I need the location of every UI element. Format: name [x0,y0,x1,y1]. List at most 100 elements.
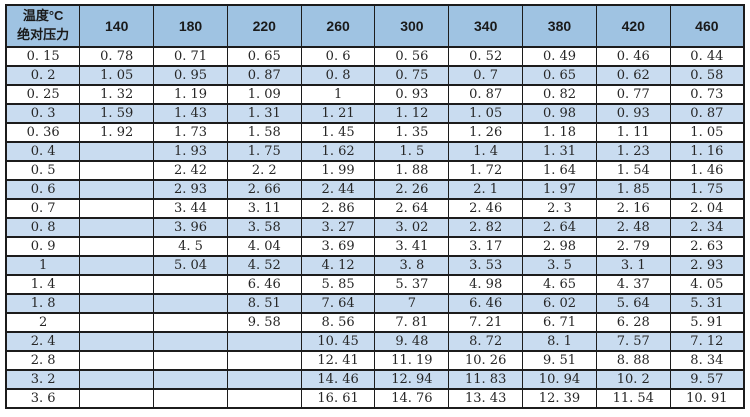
value-cell: 14. 46 [300,369,376,390]
value-cell: 0. 49 [522,46,597,67]
value-cell: 1. 46 [669,160,745,181]
value-cell: 5. 31 [669,293,745,314]
value-cell: 10. 26 [448,350,524,371]
value-cell: 11. 83 [448,369,524,390]
value-cell: 1. 12 [374,103,450,124]
value-cell [79,312,155,333]
value-cell: 1. 45 [300,122,376,143]
value-cell: 2. 3 [522,198,597,219]
value-cell: 2. 93 [153,179,228,200]
value-cell: 0. 87 [448,84,524,105]
value-cell: 8. 51 [226,293,302,314]
value-cell: 1. 93 [153,141,228,162]
value-cell: 0. 8 [300,65,376,86]
table-row: 0. 9 4. 5 4. 04 3. 69 3. 41 3. 17 2. 98 2. 79 2.… [5,236,745,257]
pressure-row-header: 0. 3 [5,103,81,124]
value-cell: 4. 98 [448,274,524,295]
table-header: 温度°C 绝对压力 140 180 220 260 300 340 380 420 460 [5,4,745,48]
pressure-row-header: 0. 25 [5,84,81,105]
value-cell: 8. 88 [595,350,671,371]
pressure-temperature-table: 温度°C 绝对压力 140 180 220 260 300 340 380 420 460 0.… [5,4,745,409]
value-cell: 0. 6 [300,46,376,67]
value-cell [226,388,302,409]
value-cell [79,141,155,162]
value-cell: 1. 88 [374,160,450,181]
value-cell: 12. 94 [374,369,450,390]
table-body: 0. 15 0. 78 0. 71 0. 65 0. 6 0. 56 0. 52 0. 49 0… [5,46,745,409]
value-cell: 8. 72 [448,331,524,352]
value-cell: 3. 02 [374,217,450,238]
value-cell: 9. 51 [522,350,597,371]
value-cell: 7. 21 [448,312,524,333]
value-cell: 3. 5 [522,255,597,276]
value-cell [79,369,155,390]
temperature-column-header: 180 [153,4,228,48]
table-row: 2 9. 58 8. 56 7. 81 7. 21 6. 71 6. 28 5. 91 [5,312,745,333]
value-cell: 5. 85 [300,274,376,295]
value-cell: 1. 92 [79,122,155,143]
value-cell [153,369,228,390]
value-cell: 3. 41 [374,236,450,257]
corner-header-cell: 温度°C 绝对压力 [5,4,81,48]
value-cell: 12. 41 [300,350,376,371]
value-cell: 1. 72 [448,160,524,181]
pressure-row-header: 0. 15 [5,46,81,67]
table-row: 0. 3 1. 59 1. 43 1. 31 1. 21 1. 12 1. 05 0. 98 0… [5,103,745,124]
value-cell [79,350,155,371]
value-cell: 1. 43 [153,103,228,124]
value-cell: 1. 05 [669,122,745,143]
table-row: 0. 25 1. 32 1. 19 1. 09 1 0. 93 0. 87 0. 82 0. 7… [5,84,745,105]
value-cell: 0. 71 [153,46,228,67]
value-cell: 1. 18 [522,122,597,143]
value-cell: 1. 5 [374,141,450,162]
table-row: 0. 6 2. 93 2. 66 2. 44 2. 26 2. 1 1. 97 1. 85 1.… [5,179,745,200]
value-cell: 11. 54 [595,388,671,409]
header-row: 温度°C 绝对压力 140 180 220 260 300 340 380 420 460 [5,4,745,48]
value-cell: 5. 04 [153,255,228,276]
value-cell: 2. 2 [226,160,302,181]
value-cell: 1. 59 [79,103,155,124]
value-cell [79,331,155,352]
value-cell: 3. 27 [300,217,376,238]
value-cell: 0. 52 [448,46,524,67]
value-cell: 1. 05 [79,65,155,86]
value-cell: 1. 35 [374,122,450,143]
value-cell: 0. 93 [595,103,671,124]
value-cell: 3. 17 [448,236,524,257]
corner-header-pressure-label: 绝对压力 [17,27,70,42]
value-cell: 2. 42 [153,160,228,181]
value-cell: 10. 91 [669,388,745,409]
value-cell: 3. 8 [374,255,450,276]
value-cell: 10. 45 [300,331,376,352]
corner-header-temperature-label: 温度°C [22,8,64,24]
value-cell: 2. 64 [374,198,450,219]
value-cell: 8. 56 [300,312,376,333]
temperature-column-header: 460 [669,4,745,48]
value-cell: 4. 52 [226,255,302,276]
value-cell: 1. 16 [669,141,745,162]
value-cell: 5. 91 [669,312,745,333]
pressure-row-header: 1. 8 [5,293,81,314]
value-cell: 2. 63 [669,236,745,257]
pressure-row-header: 0. 6 [5,179,81,200]
value-cell: 1. 21 [300,103,376,124]
value-cell [153,293,228,314]
value-cell: 0. 58 [669,65,745,86]
pressure-row-header: 1. 4 [5,274,81,295]
value-cell: 13. 43 [448,388,524,409]
value-cell [79,217,155,238]
table-row: 2. 4 10. 45 9. 48 8. 72 8. 1 7. 57 7. 12 [5,331,745,352]
value-cell: 0. 93 [374,84,450,105]
value-cell: 0. 56 [374,46,450,67]
value-cell: 4. 04 [226,236,302,257]
value-cell: 0. 62 [595,65,671,86]
value-cell: 0. 7 [448,65,524,86]
value-cell: 2. 66 [226,179,302,200]
value-cell: 1. 31 [522,141,597,162]
pressure-row-header: 0. 5 [5,160,81,181]
value-cell: 1. 4 [448,141,524,162]
value-cell: 1. 54 [595,160,671,181]
pressure-row-header: 0. 4 [5,141,81,162]
value-cell: 6. 71 [522,312,597,333]
value-cell: 6. 46 [448,293,524,314]
